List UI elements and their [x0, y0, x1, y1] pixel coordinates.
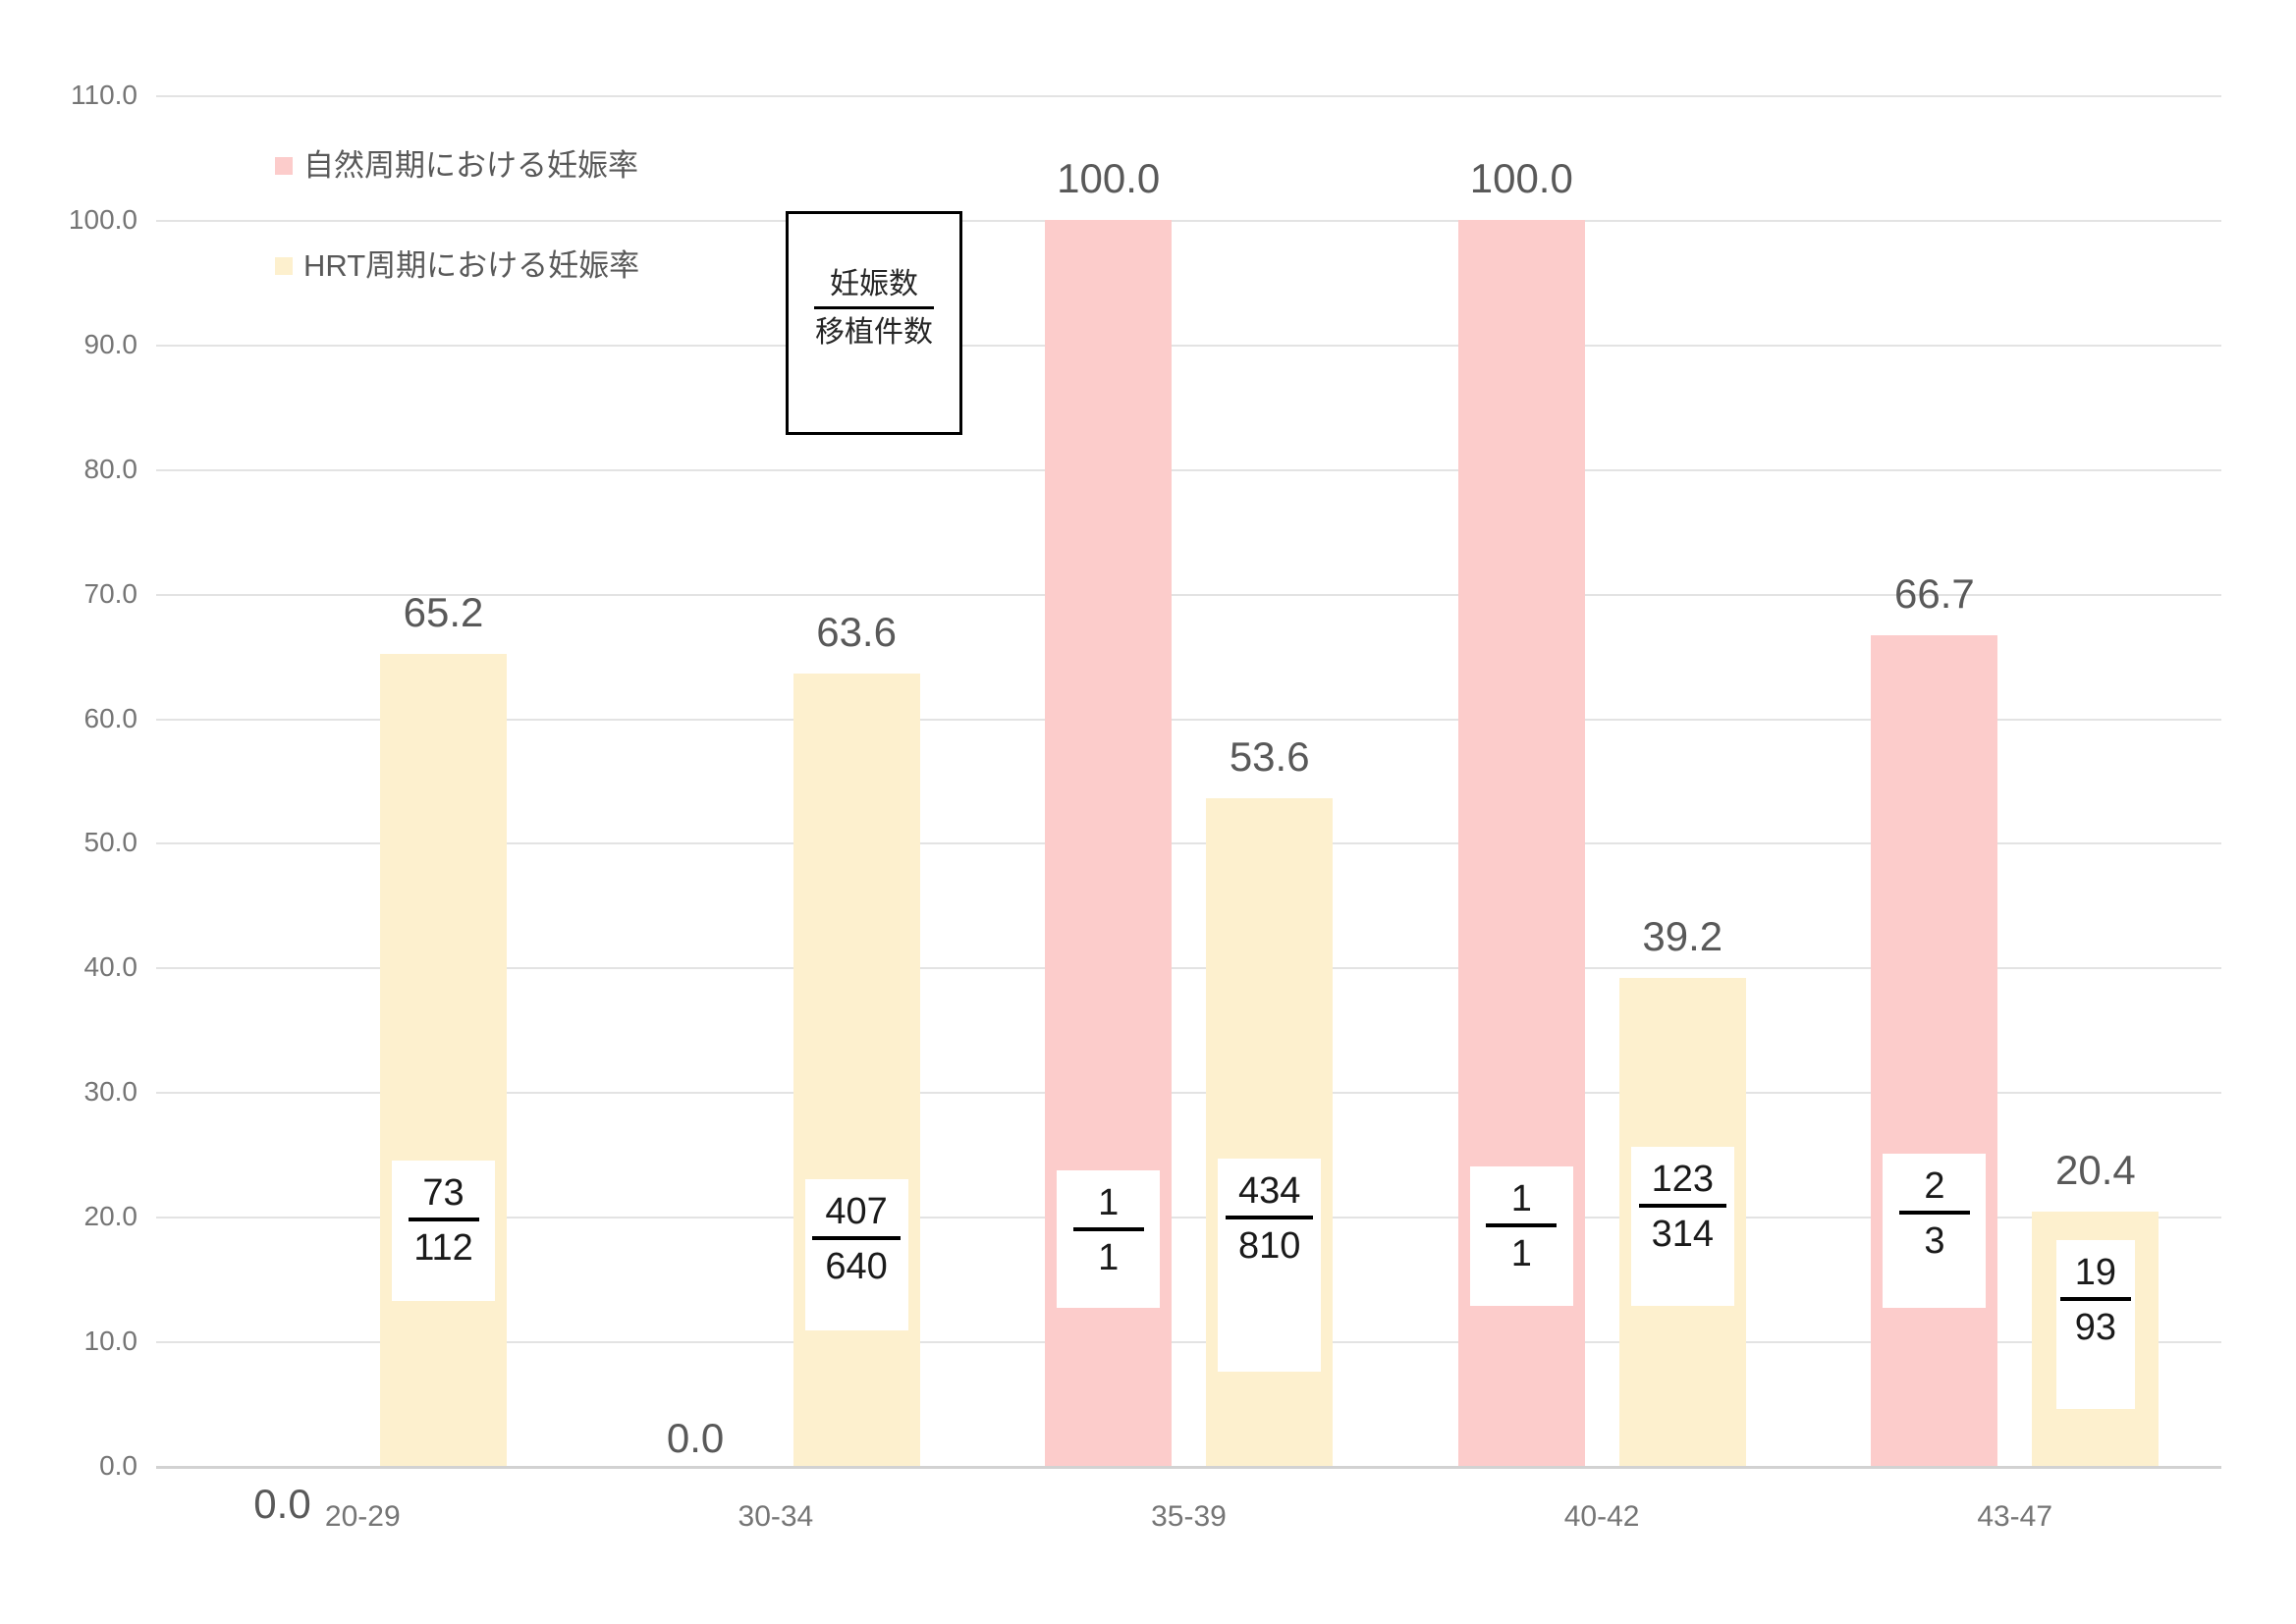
fraction-denominator: 1 — [1510, 1233, 1532, 1274]
gridline — [156, 842, 2221, 845]
value-label-natural-20-29: 0.0 — [253, 1481, 311, 1527]
category-group-40-42: 100.0 1 1 39.2 123 314 — [1395, 95, 1809, 1466]
bar-hrt-30-34[interactable] — [793, 673, 920, 1466]
value-label-hrt-35-39: 53.6 — [1229, 732, 1310, 780]
y-tick-label: 30.0 — [83, 1076, 138, 1108]
y-tick-label: 20.0 — [83, 1201, 138, 1232]
gridline — [156, 718, 2221, 721]
value-label-natural-35-39: 100.0 — [1057, 154, 1161, 201]
fraction-numerator: 19 — [2059, 1250, 2131, 1301]
legend: 自然周期における妊娠率 HRT周期における妊娠率 — [275, 147, 639, 285]
x-tick-label-35-39: 35-39 — [1151, 1500, 1227, 1533]
fraction-denominator: 3 — [1924, 1220, 1945, 1262]
y-tick-label: 40.0 — [83, 951, 138, 983]
x-tick-label-40-42: 40-42 — [1563, 1500, 1640, 1533]
plot-area: 0.0 65.2 73 112 0.0 63.6 407 640 100.0 1 1 53.6 434 8… — [156, 95, 2221, 1527]
fraction-denominator: 810 — [1237, 1225, 1301, 1267]
value-label-natural-40-42: 100.0 — [1469, 154, 1573, 201]
value-label-hrt-30-34: 63.6 — [816, 608, 897, 655]
y-tick-label: 90.0 — [83, 328, 138, 359]
fraction-label-hrt-40-42: 123 314 — [1630, 1147, 1734, 1306]
fraction-denominator: 93 — [2074, 1307, 2117, 1348]
legend-item-natural-cycle[interactable]: 自然周期における妊娠率 — [275, 147, 639, 185]
fraction-numerator: 434 — [1225, 1168, 1314, 1219]
fraction-numerator: 123 — [1638, 1157, 1726, 1208]
fraction-denominator: 640 — [825, 1246, 888, 1287]
y-tick-label: 0.0 — [99, 1450, 137, 1481]
category-group-35-39: 100.0 1 1 53.6 434 810 — [982, 95, 1395, 1466]
gridline — [156, 593, 2221, 596]
y-tick-label: 80.0 — [83, 453, 138, 484]
x-tick-label-43-47: 43-47 — [1977, 1500, 2053, 1533]
gridline — [156, 1092, 2221, 1095]
fraction-label-hrt-20-29: 73 112 — [392, 1161, 495, 1301]
fraction-label-hrt-35-39: 434 810 — [1218, 1159, 1322, 1372]
value-label-hrt-43-47: 20.4 — [2055, 1147, 2136, 1194]
legend-label-hrt: HRT周期における妊娠率 — [303, 248, 640, 283]
gridline — [156, 1341, 2221, 1344]
y-tick-label: 110.0 — [71, 80, 137, 110]
annotation-denominator: 移植件数 — [815, 316, 933, 349]
category-group-30-34: 0.0 63.6 407 640 — [570, 95, 983, 1466]
fraction-numerator: 407 — [812, 1189, 901, 1240]
fraction-numerator: 2 — [1898, 1164, 1970, 1215]
x-tick-label-30-34: 30-34 — [738, 1500, 814, 1533]
y-tick-label: 70.0 — [83, 577, 138, 609]
fraction-numerator: 1 — [1072, 1180, 1144, 1231]
annotation-numerator: 妊娠数 — [814, 265, 934, 309]
value-label-natural-43-47: 66.7 — [1894, 569, 1975, 617]
bar-hrt-20-29[interactable] — [380, 653, 507, 1466]
gridline — [156, 468, 2221, 471]
legend-swatch-natural-icon — [275, 157, 293, 175]
fraction-denominator: 314 — [1651, 1214, 1714, 1255]
y-tick-label: 100.0 — [68, 203, 137, 235]
y-tick-label: 50.0 — [83, 827, 138, 858]
fraction-numerator: 73 — [408, 1170, 479, 1221]
fraction-key-annotation: 妊娠数 移植件数 — [786, 211, 962, 435]
value-label-hrt-40-42: 39.2 — [1642, 912, 1723, 959]
gridline — [156, 95, 2221, 97]
gridline — [156, 219, 2221, 222]
y-tick-label: 10.0 — [83, 1326, 138, 1357]
value-label-natural-30-34: 0.0 — [666, 1415, 725, 1461]
legend-swatch-hrt-icon — [275, 257, 293, 275]
legend-label-natural: 自然周期における妊娠率 — [303, 148, 638, 183]
fraction-label-hrt-30-34: 407 640 — [804, 1179, 908, 1330]
fraction-denominator: 112 — [413, 1227, 473, 1269]
fraction-numerator: 1 — [1486, 1176, 1558, 1227]
legend-item-hrt-cycle[interactable]: HRT周期における妊娠率 — [275, 247, 639, 285]
fraction-label-hrt-43-47: 19 93 — [2055, 1240, 2135, 1409]
bar-natural-43-47[interactable] — [1871, 634, 1998, 1466]
x-axis-line — [156, 1466, 2221, 1469]
fraction-denominator: 1 — [1098, 1237, 1120, 1278]
value-label-hrt-20-29: 65.2 — [403, 588, 484, 635]
gridline — [156, 967, 2221, 970]
gridline — [156, 1217, 2221, 1219]
x-tick-label-20-29: 20-29 — [324, 1500, 401, 1533]
category-group-43-47: 66.7 2 3 20.4 19 93 — [1808, 95, 2221, 1466]
category-group-20-29: 0.0 65.2 73 112 — [156, 95, 570, 1527]
y-tick-label: 60.0 — [83, 702, 138, 733]
gridline — [156, 344, 2221, 347]
